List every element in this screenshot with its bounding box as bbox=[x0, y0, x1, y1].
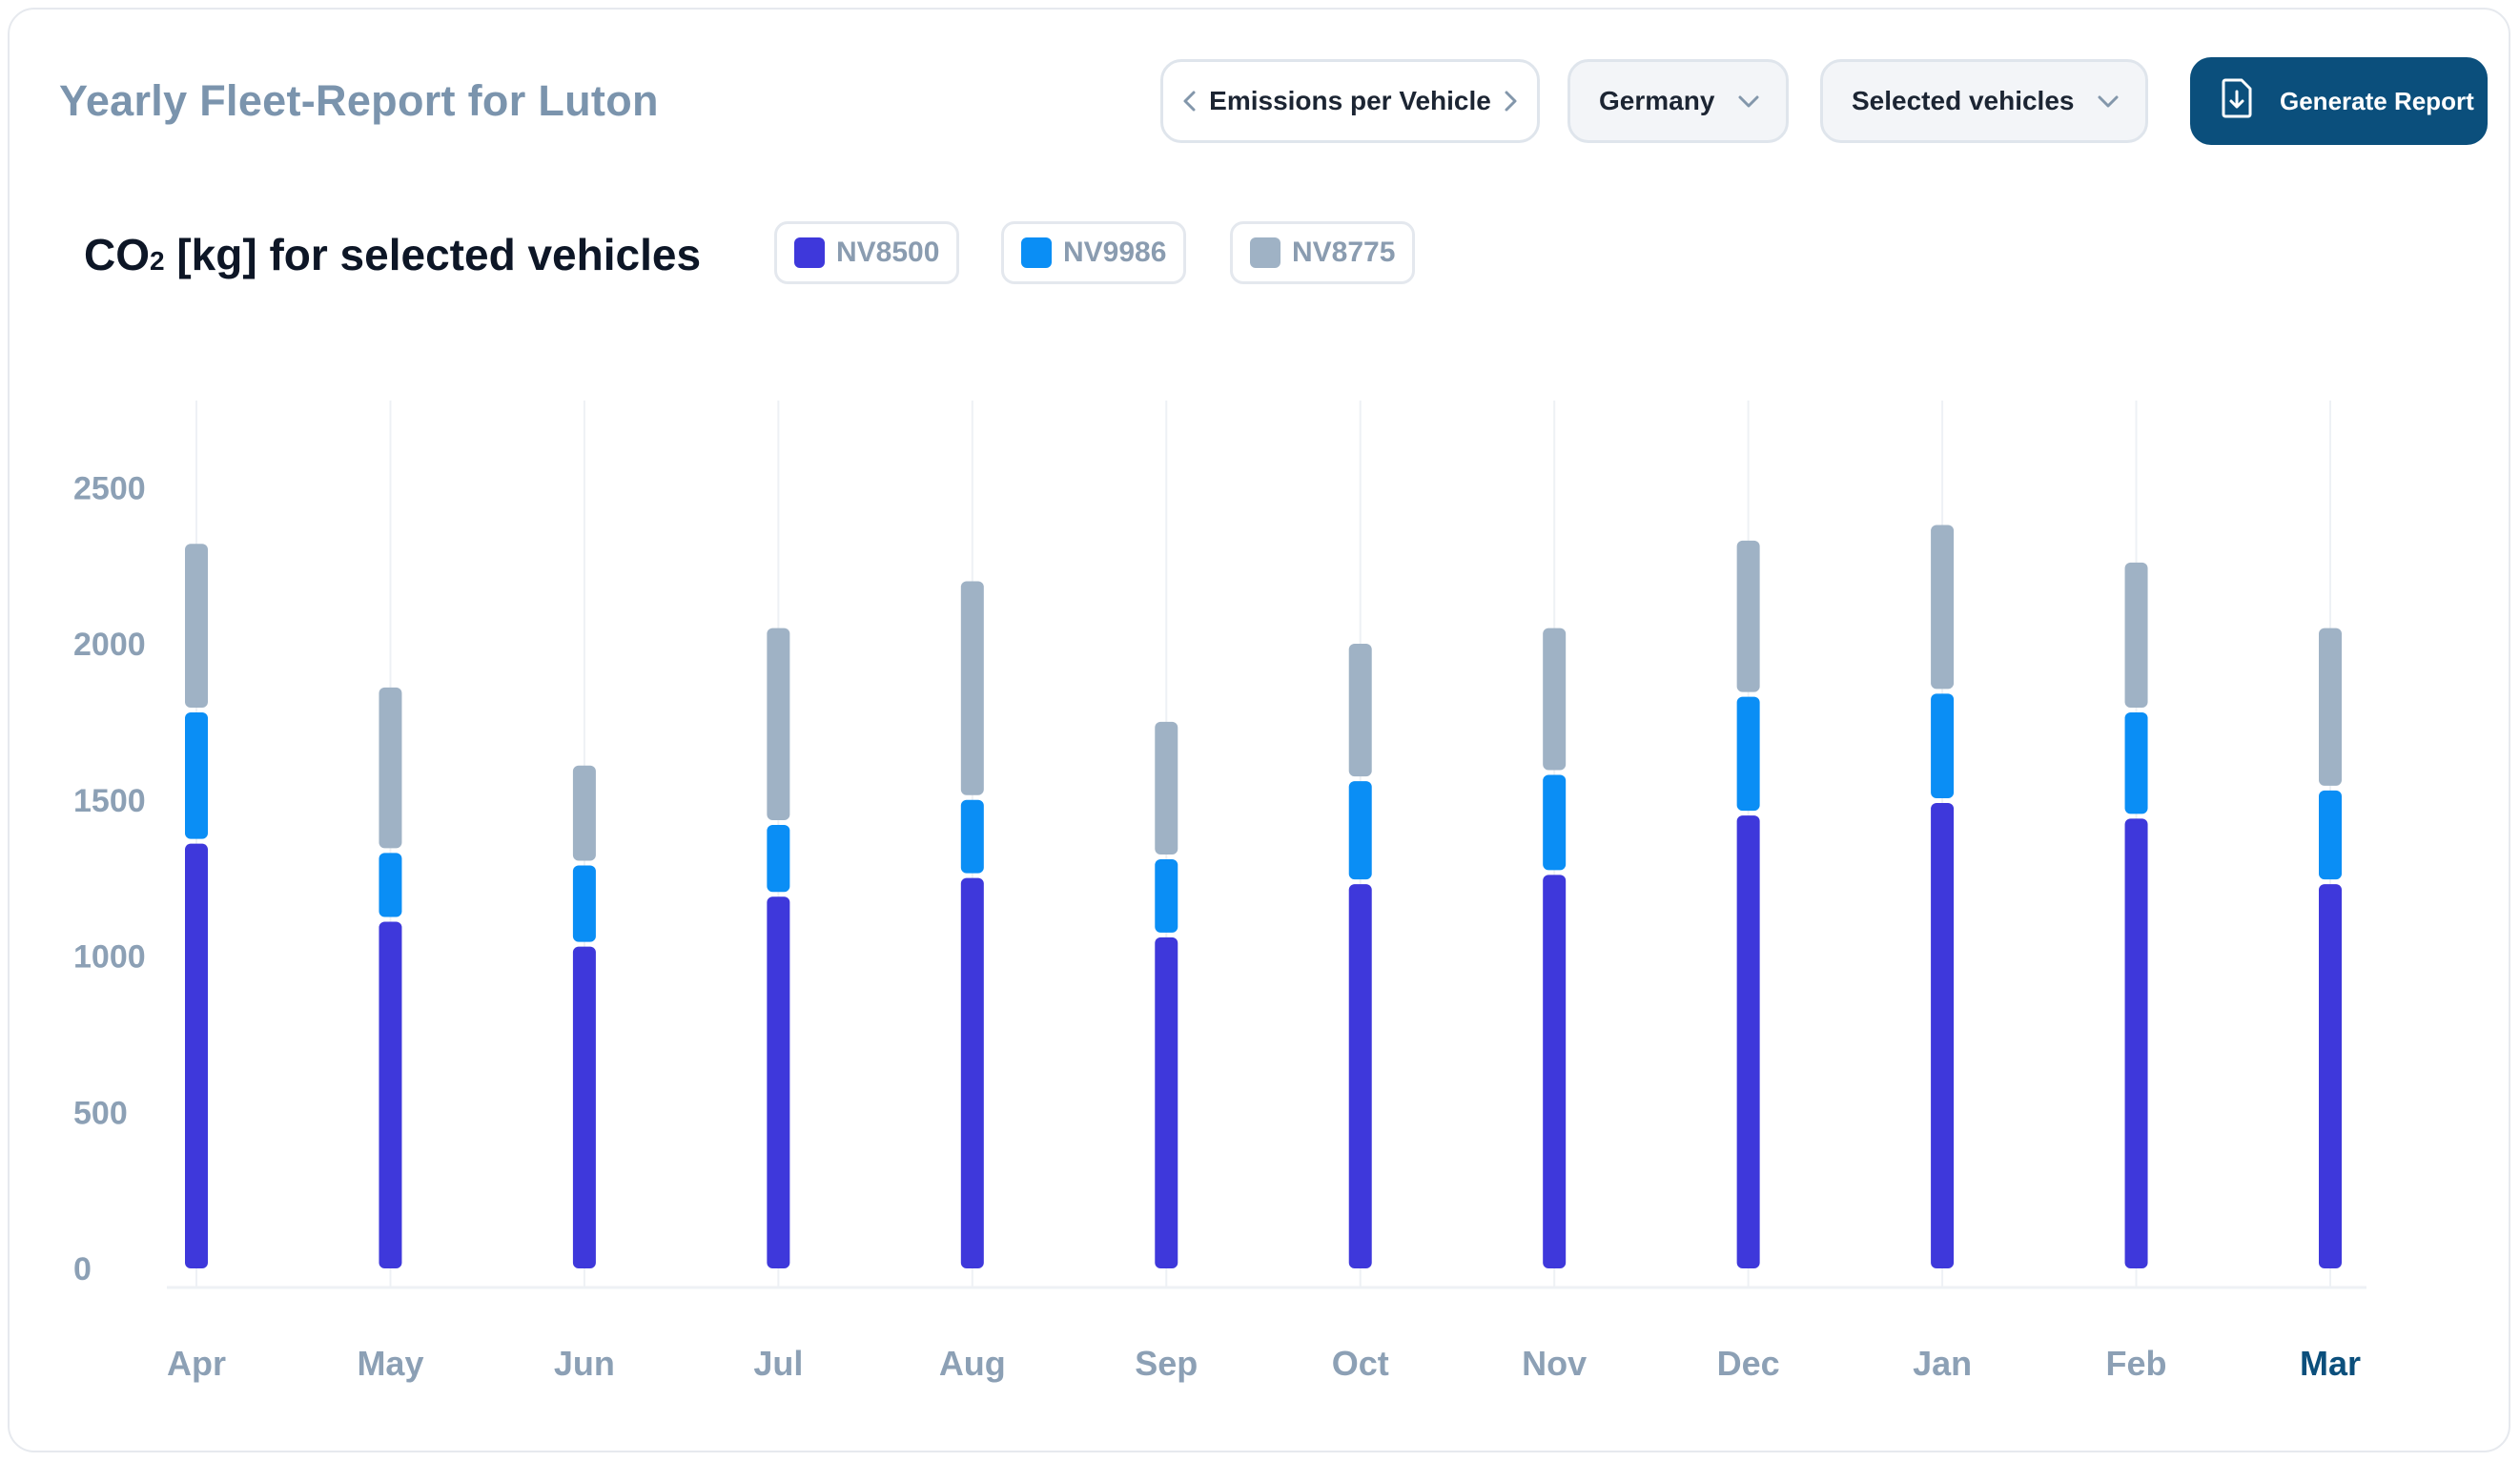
chart-title-subscript: 2 bbox=[150, 246, 165, 276]
metric-selector[interactable]: Emissions per Vehicle bbox=[1160, 59, 1540, 143]
vehicle-dropdown[interactable]: Selected vehicles bbox=[1820, 59, 2148, 143]
legend-item-nv8775[interactable]: NV8775 bbox=[1230, 221, 1416, 284]
country-dropdown-value: Germany bbox=[1599, 86, 1715, 115]
bar-segment-nv9986[interactable] bbox=[960, 799, 984, 874]
chart-title: CO2 [kg] for selected vehicles bbox=[84, 229, 701, 280]
bar-segment-nv8775[interactable] bbox=[1736, 540, 1760, 692]
x-tick-label: May bbox=[357, 1344, 423, 1383]
bar-segment-nv9986[interactable] bbox=[1736, 696, 1760, 812]
bar-segment-nv8500[interactable] bbox=[1736, 815, 1760, 1268]
legend-item-nv8500[interactable]: NV8500 bbox=[774, 221, 960, 284]
bar-segment-nv8500[interactable] bbox=[1543, 875, 1567, 1268]
legend-label: NV9986 bbox=[1063, 237, 1167, 268]
x-tick-label: Dec bbox=[1717, 1344, 1780, 1383]
bar-segment-nv9986[interactable] bbox=[572, 865, 596, 942]
legend-swatch bbox=[794, 237, 825, 268]
bar-segment-nv8775[interactable] bbox=[185, 544, 208, 709]
y-tick-label: 2500 bbox=[73, 470, 146, 506]
chevron-down-icon bbox=[1734, 87, 1763, 115]
bar-segment-nv8775[interactable] bbox=[1543, 628, 1567, 771]
chevron-left-icon[interactable] bbox=[1177, 88, 1203, 114]
bar-segment-nv8500[interactable] bbox=[1155, 937, 1178, 1268]
page-title: Yearly Fleet-Report for Luton bbox=[59, 76, 659, 125]
bar-segment-nv8775[interactable] bbox=[379, 687, 402, 849]
bar-segment-nv8775[interactable] bbox=[1348, 644, 1372, 777]
bar-segment-nv8500[interactable] bbox=[1931, 803, 1955, 1268]
y-tick-label: 1500 bbox=[73, 783, 146, 819]
bar-segment-nv8500[interactable] bbox=[572, 946, 596, 1268]
y-tick-label: 0 bbox=[73, 1251, 92, 1287]
legend-label: NV8775 bbox=[1292, 237, 1396, 268]
x-tick-label: Apr bbox=[167, 1344, 226, 1383]
legend-swatch bbox=[1250, 237, 1280, 268]
x-tick-label: Oct bbox=[1332, 1344, 1389, 1383]
generate-report-button[interactable]: Generate Report bbox=[2190, 57, 2488, 145]
bar-segment-nv8500[interactable] bbox=[767, 896, 790, 1268]
country-dropdown[interactable]: Germany bbox=[1567, 59, 1789, 143]
bar-segment-nv8500[interactable] bbox=[379, 921, 402, 1268]
bar-segment-nv9986[interactable] bbox=[2319, 790, 2342, 880]
bar-segment-nv8775[interactable] bbox=[2319, 628, 2342, 786]
legend-item-nv9986[interactable]: NV9986 bbox=[1001, 221, 1187, 284]
bar-segment-nv8500[interactable] bbox=[2124, 818, 2148, 1268]
x-tick-label: Nov bbox=[1522, 1344, 1587, 1383]
bar-segment-nv8500[interactable] bbox=[960, 877, 984, 1268]
x-tick-label: Feb bbox=[2106, 1344, 2167, 1383]
y-tick-label: 2000 bbox=[73, 627, 146, 663]
x-tick-label: Aug bbox=[939, 1344, 1006, 1383]
bar-segment-nv8500[interactable] bbox=[2319, 884, 2342, 1268]
bar-segment-nv8500[interactable] bbox=[185, 843, 208, 1268]
bar-segment-nv9986[interactable] bbox=[1348, 781, 1372, 880]
bar-segment-nv9986[interactable] bbox=[1931, 693, 1955, 799]
chevron-down-icon bbox=[2094, 87, 2122, 115]
bar-segment-nv9986[interactable] bbox=[2124, 712, 2148, 814]
x-tick-label: Jan bbox=[1913, 1344, 1972, 1383]
bar-segment-nv9986[interactable] bbox=[185, 712, 208, 839]
bar-segment-nv8775[interactable] bbox=[1155, 721, 1178, 855]
vehicle-dropdown-value: Selected vehicles bbox=[1852, 86, 2075, 115]
x-tick-label: Mar bbox=[2300, 1344, 2361, 1383]
bar-segment-nv8775[interactable] bbox=[1931, 525, 1955, 690]
bar-segment-nv9986[interactable] bbox=[1155, 858, 1178, 933]
chevron-right-icon[interactable] bbox=[1497, 88, 1524, 114]
report-card: Yearly Fleet-Report for Luton Emissions … bbox=[8, 8, 2510, 1452]
metric-selector-label: Emissions per Vehicle bbox=[1209, 86, 1491, 115]
x-tick-label: Jun bbox=[554, 1344, 615, 1383]
chart-title-suffix: [kg] for selected vehicles bbox=[164, 230, 702, 279]
bar-segment-nv8775[interactable] bbox=[2124, 562, 2148, 709]
y-tick-label: 500 bbox=[73, 1095, 128, 1131]
legend-label: NV8500 bbox=[836, 237, 940, 268]
bar-segment-nv8775[interactable] bbox=[767, 628, 790, 820]
bar-segment-nv9986[interactable] bbox=[379, 853, 402, 917]
bar-segment-nv9986[interactable] bbox=[767, 824, 790, 893]
x-tick-label: Jul bbox=[753, 1344, 803, 1383]
bar-segment-nv8775[interactable] bbox=[572, 765, 596, 861]
bar-segment-nv9986[interactable] bbox=[1543, 774, 1567, 871]
file-download-icon bbox=[2221, 77, 2253, 126]
legend-swatch bbox=[1021, 237, 1052, 268]
bar-segment-nv8775[interactable] bbox=[960, 581, 984, 795]
x-tick-label: Sep bbox=[1135, 1344, 1198, 1383]
chart-title-prefix: CO bbox=[84, 230, 150, 279]
generate-report-label: Generate Report bbox=[2280, 86, 2474, 115]
bar-segment-nv8500[interactable] bbox=[1348, 884, 1372, 1268]
y-tick-label: 1000 bbox=[73, 939, 146, 976]
